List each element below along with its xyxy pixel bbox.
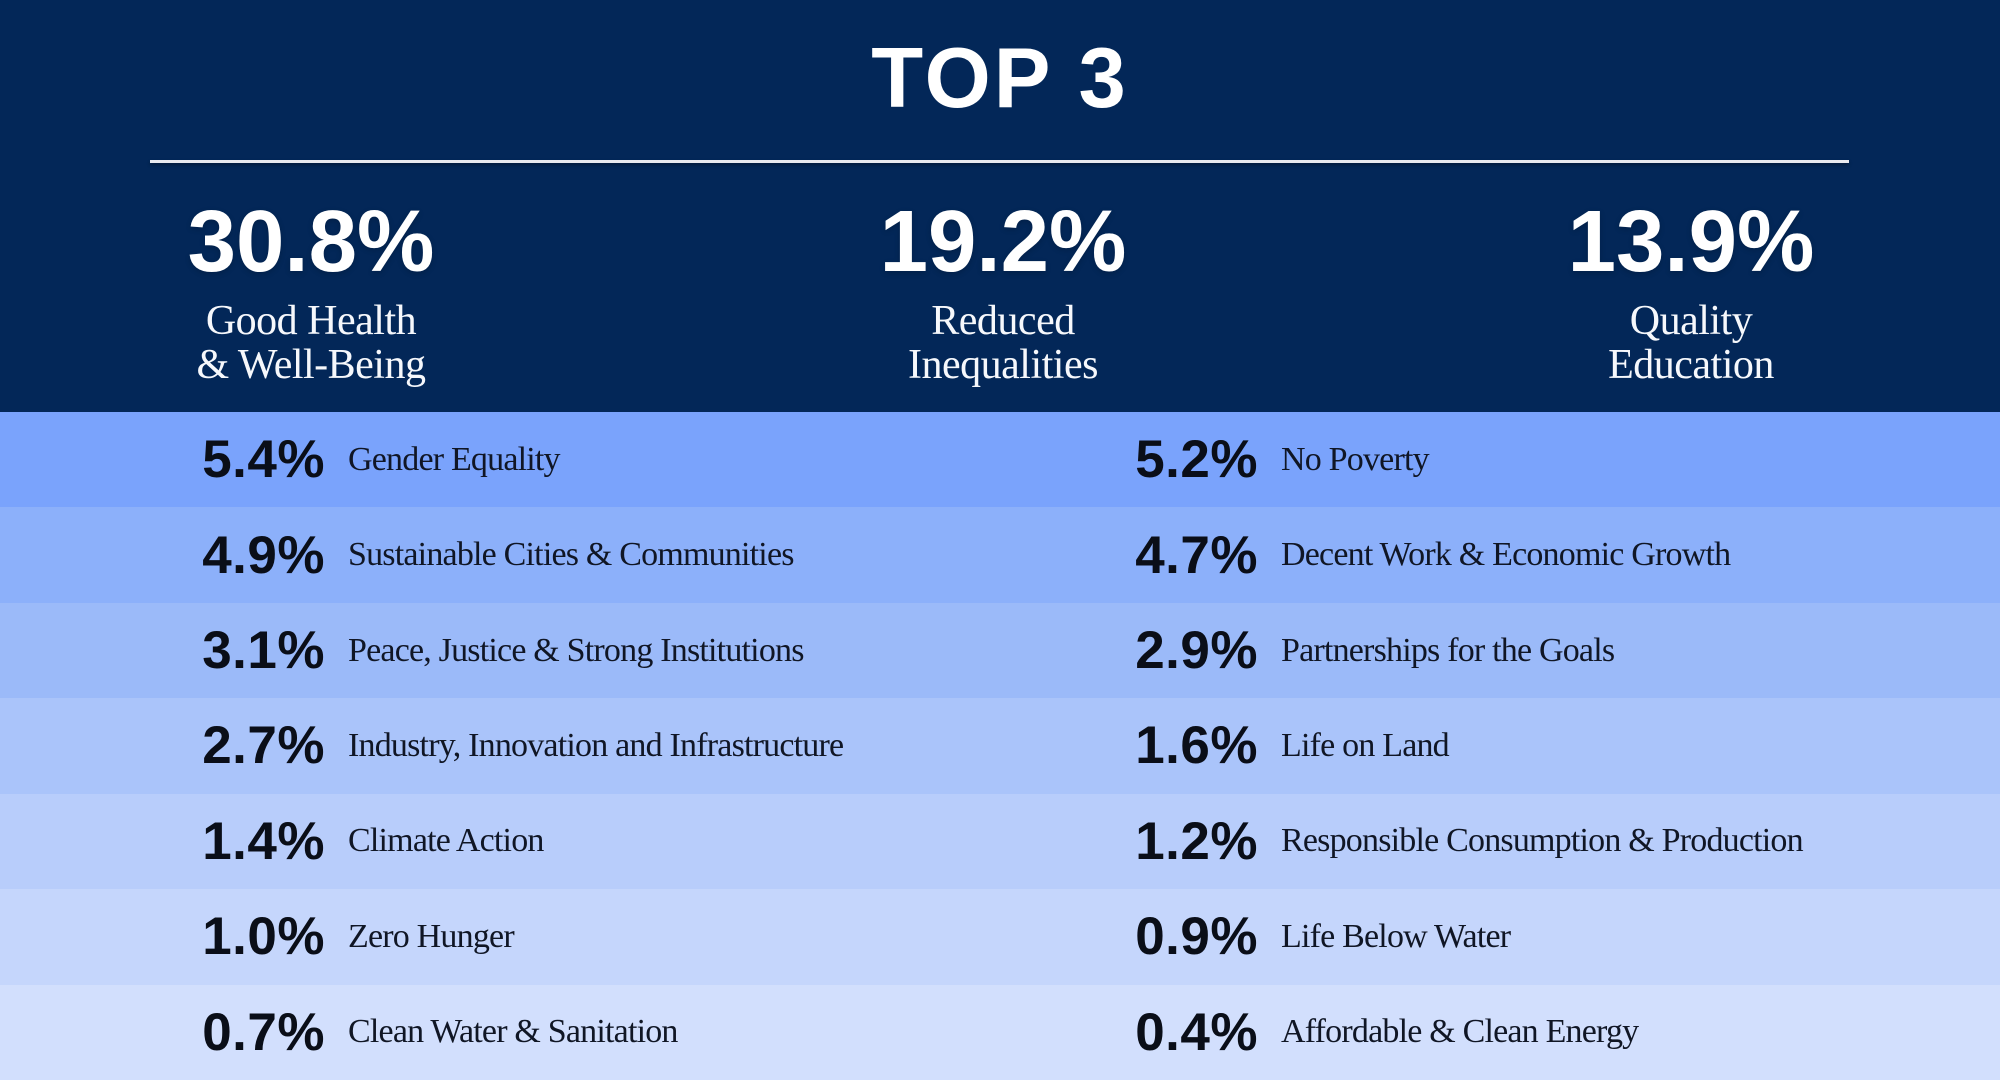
stat-label-line: Inequalities — [908, 342, 1098, 388]
rank-cell: 1.6% Life on Land — [1000, 715, 2000, 776]
stat-value: 30.8% — [187, 193, 435, 290]
pct-value: 4.7% — [1135, 525, 1258, 585]
pct-value: 2.9% — [1135, 621, 1258, 681]
table-row: 4.9% Sustainable Cities & Communities 4.… — [0, 507, 2000, 603]
pct-value: 0.4% — [1135, 1002, 1258, 1062]
pct-value: 0.9% — [1135, 907, 1258, 967]
pct-value: 1.6% — [1135, 716, 1258, 776]
ranking-table: 5.4% Gender Equality 5.2% No Poverty 4.9… — [0, 412, 2000, 1080]
table-row: 0.7% Clean Water & Sanitation 0.4% Affor… — [0, 984, 2000, 1080]
pct-value: 3.1% — [202, 621, 325, 681]
goal-label: Peace, Justice & Strong Institutions — [348, 631, 804, 669]
top-stat-reduced-inequalities: 19.2% Reduced Inequalities — [880, 198, 1127, 387]
stat-value: 19.2% — [879, 193, 1127, 290]
rank-cell: 4.7% Decent Work & Economic Growth — [1000, 525, 2000, 586]
pct-value: 1.2% — [1135, 811, 1258, 871]
rank-cell: 2.7% Industry, Innovation and Infrastruc… — [0, 715, 1000, 776]
goal-label: Climate Action — [348, 822, 544, 860]
top3-section: TOP 3 30.8% Good Health & Well-Being 19.… — [0, 0, 2000, 412]
divider-line — [150, 160, 1849, 163]
rank-cell: 0.4% Affordable & Clean Energy — [1000, 1002, 2000, 1063]
table-row: 1.0% Zero Hunger 0.9% Life Below Water — [0, 889, 2000, 985]
stat-label-line: Good Health — [205, 298, 417, 344]
table-row: 2.7% Industry, Innovation and Infrastruc… — [0, 698, 2000, 794]
rank-cell: 1.4% Climate Action — [0, 811, 1000, 872]
stat-label-line: Education — [1608, 342, 1774, 388]
table-row: 3.1% Peace, Justice & Strong Institution… — [0, 602, 2000, 699]
goal-label: Partnerships for the Goals — [1281, 631, 1615, 669]
goal-label: Life Below Water — [1281, 917, 1511, 955]
goal-label: Affordable & Clean Energy — [1281, 1013, 1639, 1051]
pct-value: 4.9% — [202, 525, 325, 585]
stat-value: 13.9% — [1567, 193, 1815, 290]
table-row: 1.4% Climate Action 1.2% Responsible Con… — [0, 793, 2000, 890]
goal-label: Zero Hunger — [348, 917, 515, 955]
stat-label-line: Quality — [1629, 298, 1753, 344]
goal-label: Responsible Consumption & Production — [1281, 822, 1804, 860]
stat-label: Reduced Inequalities — [880, 299, 1127, 387]
rank-cell: 0.7% Clean Water & Sanitation — [0, 1002, 1000, 1063]
pct-value: 5.4% — [202, 430, 325, 490]
pct-value: 0.7% — [202, 1002, 325, 1062]
rank-cell: 5.4% Gender Equality — [0, 429, 1000, 490]
goal-label: Life on Land — [1281, 726, 1450, 764]
goal-label: Decent Work & Economic Growth — [1281, 536, 1731, 574]
goal-label: Industry, Innovation and Infrastructure — [348, 726, 844, 764]
rank-cell: 1.0% Zero Hunger — [0, 906, 1000, 967]
goal-label: Gender Equality — [348, 440, 561, 478]
rank-cell: 3.1% Peace, Justice & Strong Institution… — [0, 620, 1000, 681]
goal-label: Clean Water & Sanitation — [348, 1013, 678, 1051]
goal-label: No Poverty — [1281, 440, 1430, 478]
pct-value: 1.0% — [202, 907, 325, 967]
top-stat-good-health: 30.8% Good Health & Well-Being — [188, 198, 435, 387]
table-row: 5.4% Gender Equality 5.2% No Poverty — [0, 412, 2000, 508]
rank-cell: 4.9% Sustainable Cities & Communities — [0, 525, 1000, 586]
pct-value: 1.4% — [202, 811, 325, 871]
stat-label: Quality Education — [1568, 299, 1815, 387]
stat-label-line: Reduced — [931, 298, 1075, 344]
rank-cell: 1.2% Responsible Consumption & Productio… — [1000, 811, 2000, 872]
stat-label: Good Health & Well-Being — [188, 299, 435, 387]
pct-value: 5.2% — [1135, 430, 1258, 490]
stat-label-line: & Well-Being — [196, 342, 426, 388]
pct-value: 2.7% — [202, 716, 325, 776]
top-stat-quality-education: 13.9% Quality Education — [1568, 198, 1815, 387]
rank-cell: 5.2% No Poverty — [1000, 429, 2000, 490]
page-title: TOP 3 — [871, 31, 1129, 126]
rank-cell: 0.9% Life Below Water — [1000, 906, 2000, 967]
goal-label: Sustainable Cities & Communities — [348, 536, 794, 574]
rank-cell: 2.9% Partnerships for the Goals — [1000, 620, 2000, 681]
